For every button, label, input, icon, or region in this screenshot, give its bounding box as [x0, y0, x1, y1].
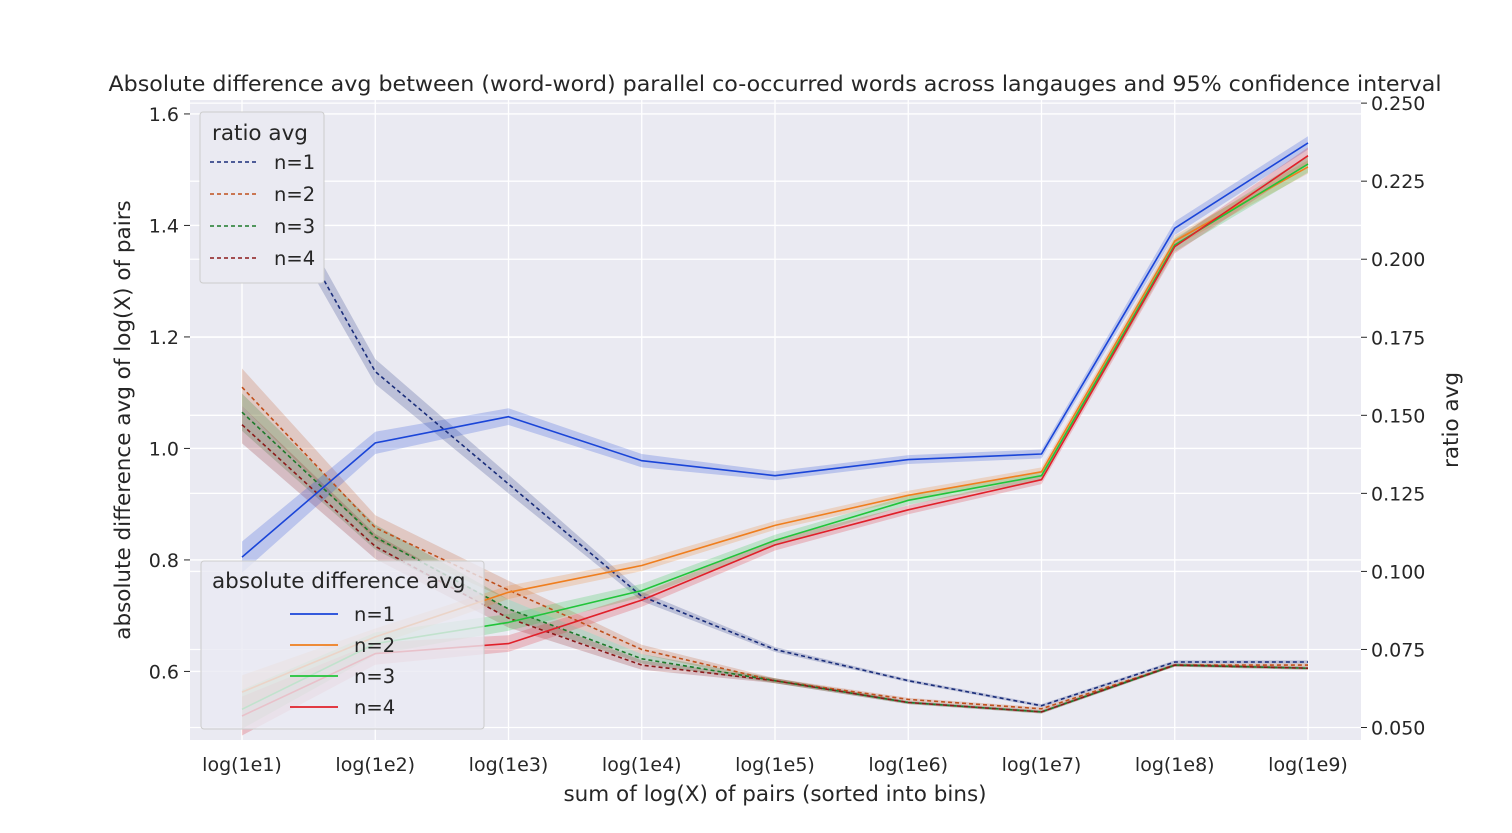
- legend-ratio-label: n=4: [274, 247, 315, 270]
- legend-ratio-label: n=2: [274, 183, 315, 206]
- y-left-tick-label: 1.4: [149, 215, 179, 237]
- absdiff-line-n=1: [241, 142, 1309, 558]
- legend-ratio-label: n=1: [274, 151, 315, 174]
- y-right-tick-label: 0.150: [1371, 405, 1425, 427]
- y-right-tick-label: 0.075: [1371, 639, 1425, 661]
- x-axis-label: sum of log(X) of pairs (sorted into bins…: [563, 782, 986, 807]
- x-tick-label: log(1e2): [335, 754, 415, 776]
- y-left-tick-label: 1.6: [149, 104, 179, 126]
- x-tick-label: log(1e8): [1135, 754, 1215, 776]
- x-tick-label: log(1e5): [735, 754, 815, 776]
- legend-absdiff-title: absolute difference avg: [212, 569, 466, 594]
- legend-ratio-title: ratio avg: [212, 121, 308, 146]
- x-tick-labels: log(1e1) log(1e2) log(1e3) log(1e4) log(1e5)…: [202, 754, 1348, 776]
- legend-absdiff-label: n=1: [354, 603, 395, 626]
- x-tick-label: log(1e3): [469, 754, 549, 776]
- x-tick-label: log(1e7): [1002, 754, 1082, 776]
- y-left-tick-label: 1.0: [149, 438, 179, 460]
- y-left-tick-label: 0.8: [149, 550, 179, 572]
- y-right-tick-label: 0.225: [1371, 171, 1425, 193]
- legend-ratio-label: n=3: [274, 215, 315, 238]
- legend-absdiff-label: n=4: [354, 696, 395, 719]
- y-right-tick-label: 0.100: [1371, 561, 1425, 583]
- y-right-tick-label: 0.175: [1371, 327, 1425, 349]
- legend-ratio-frame: [199, 111, 325, 284]
- legend-ratio: ratio avg n=1 n=2 n=3 n=4: [199, 111, 325, 284]
- legend-absolute-difference: absolute difference avg n=1 n=2 n=3 n=4: [200, 560, 485, 730]
- legend-absdiff-label: n=3: [354, 665, 395, 688]
- chart-title: Absolute difference avg between (word-wo…: [109, 72, 1442, 97]
- y-axis-left-label: absolute difference avg of log(X) of pai…: [111, 200, 136, 639]
- x-tick-label: log(1e4): [602, 754, 682, 776]
- y-right-tick-labels: 0.050 0.075 0.100 0.125 0.150 0.175 0.200 0.225…: [1361, 93, 1425, 740]
- legend-absdiff-frame: [200, 560, 485, 730]
- y-right-tick-label: 0.125: [1371, 483, 1425, 505]
- y-right-tick-label: 0.050: [1371, 718, 1425, 740]
- legend-absdiff-label: n=2: [354, 634, 395, 657]
- y-left-tick-label: 0.6: [149, 661, 179, 683]
- x-tick-label: log(1e9): [1268, 754, 1348, 776]
- x-tick-label: log(1e1): [202, 754, 282, 776]
- y-axis-right-label: ratio avg: [1439, 372, 1464, 468]
- y-left-tick-label: 1.2: [149, 327, 179, 349]
- ratio-line-n=1: [241, 133, 1308, 707]
- x-tick-label: log(1e6): [868, 754, 948, 776]
- grid-lines: [190, 100, 1361, 740]
- y-left-tick-labels: 0.6 0.8 1.0 1.2 1.4 1.6: [149, 104, 190, 683]
- y-right-tick-label: 0.250: [1371, 93, 1425, 115]
- y-right-tick-label: 0.200: [1371, 249, 1425, 271]
